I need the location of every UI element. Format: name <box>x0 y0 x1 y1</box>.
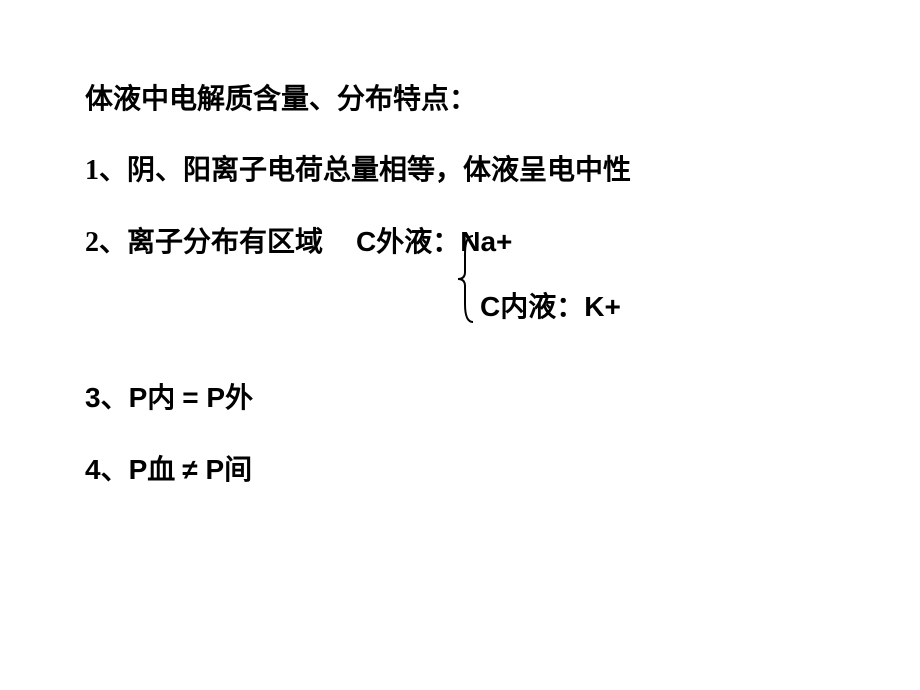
item-3: 3、P内 = P外 <box>85 378 835 418</box>
item-3-number: 3、 <box>85 382 129 413</box>
item-4-t2: 间 <box>224 455 252 486</box>
title-line: 体液中电解质含量、分布特点： <box>85 80 835 119</box>
item-4: 4、P血 ≠ P间 <box>85 450 835 490</box>
item-2-sub1-label-rest: 外液： <box>376 227 460 258</box>
item-2: 2、离子分布有区域 C外液：Na+ C内液：K+ <box>85 222 835 262</box>
item-2-sub2-value: K+ <box>584 291 621 322</box>
item-4-t1: 血 <box>147 455 182 486</box>
item-3-t1: 内 <box>147 383 182 414</box>
item-3-eq: = <box>182 382 206 413</box>
item-3-p1: P <box>129 382 148 413</box>
item-2-sub2-label-rest: 内液： <box>500 292 584 323</box>
item-1: 1、阴、阳离子电荷总量相等，体液呈电中性 <box>85 151 835 190</box>
item-4-p2: P <box>205 454 224 485</box>
item-3-p2: P <box>206 382 225 413</box>
item-2-prefix: 2、离子分布有区域 <box>85 227 323 258</box>
item-2-sub2: C内液：K+ <box>480 287 621 327</box>
item-2-sub2-label-c: C <box>480 291 500 322</box>
curly-bracket-icon <box>455 234 475 324</box>
item-4-number: 4、 <box>85 454 129 485</box>
item-3-t2: 外 <box>225 383 253 414</box>
item-4-p1: P <box>129 454 148 485</box>
item-2-sub1-label-c: C <box>356 226 376 257</box>
item-4-neq: ≠ <box>182 454 205 485</box>
